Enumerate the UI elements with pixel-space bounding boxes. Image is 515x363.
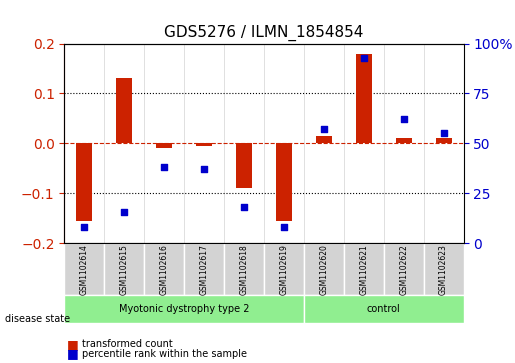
Text: Myotonic dystrophy type 2: Myotonic dystrophy type 2 <box>119 305 249 314</box>
Point <box>160 164 168 170</box>
FancyBboxPatch shape <box>304 243 344 295</box>
FancyBboxPatch shape <box>104 243 144 295</box>
Text: GSM1102616: GSM1102616 <box>160 244 168 295</box>
Point <box>200 166 208 172</box>
FancyBboxPatch shape <box>64 295 304 323</box>
Text: GSM1102617: GSM1102617 <box>200 244 209 295</box>
Text: ■: ■ <box>67 338 79 351</box>
Bar <box>396 138 411 143</box>
FancyBboxPatch shape <box>64 243 104 295</box>
Point <box>400 117 408 122</box>
Bar <box>356 54 372 143</box>
FancyBboxPatch shape <box>344 243 384 295</box>
Bar <box>116 78 132 143</box>
Point <box>320 127 328 132</box>
Text: GSM1102615: GSM1102615 <box>120 244 129 295</box>
FancyBboxPatch shape <box>224 243 264 295</box>
Text: percentile rank within the sample: percentile rank within the sample <box>82 349 247 359</box>
Title: GDS5276 / ILMN_1854854: GDS5276 / ILMN_1854854 <box>164 25 364 41</box>
Bar <box>196 143 212 146</box>
Text: GSM1102620: GSM1102620 <box>319 244 328 295</box>
FancyBboxPatch shape <box>184 243 224 295</box>
Bar <box>236 143 252 188</box>
Point <box>439 130 448 136</box>
Point <box>280 224 288 230</box>
Text: GSM1102618: GSM1102618 <box>239 244 248 295</box>
Point <box>359 54 368 60</box>
Text: GSM1102619: GSM1102619 <box>280 244 288 295</box>
Text: ■: ■ <box>67 347 79 360</box>
FancyBboxPatch shape <box>384 243 423 295</box>
Text: GSM1102622: GSM1102622 <box>399 244 408 295</box>
Text: disease state: disease state <box>5 314 70 325</box>
FancyBboxPatch shape <box>423 243 464 295</box>
Text: GSM1102621: GSM1102621 <box>359 244 368 295</box>
Text: transformed count: transformed count <box>82 339 173 349</box>
FancyBboxPatch shape <box>144 243 184 295</box>
Text: GSM1102614: GSM1102614 <box>80 244 89 295</box>
Point <box>80 224 89 230</box>
Bar <box>436 138 452 143</box>
Bar <box>76 143 92 221</box>
Point <box>240 204 248 210</box>
Bar <box>316 136 332 143</box>
Text: GSM1102623: GSM1102623 <box>439 244 448 295</box>
FancyBboxPatch shape <box>304 295 464 323</box>
Point <box>120 209 128 215</box>
FancyBboxPatch shape <box>264 243 304 295</box>
Bar <box>156 143 172 148</box>
Text: control: control <box>367 305 401 314</box>
Bar <box>276 143 292 221</box>
